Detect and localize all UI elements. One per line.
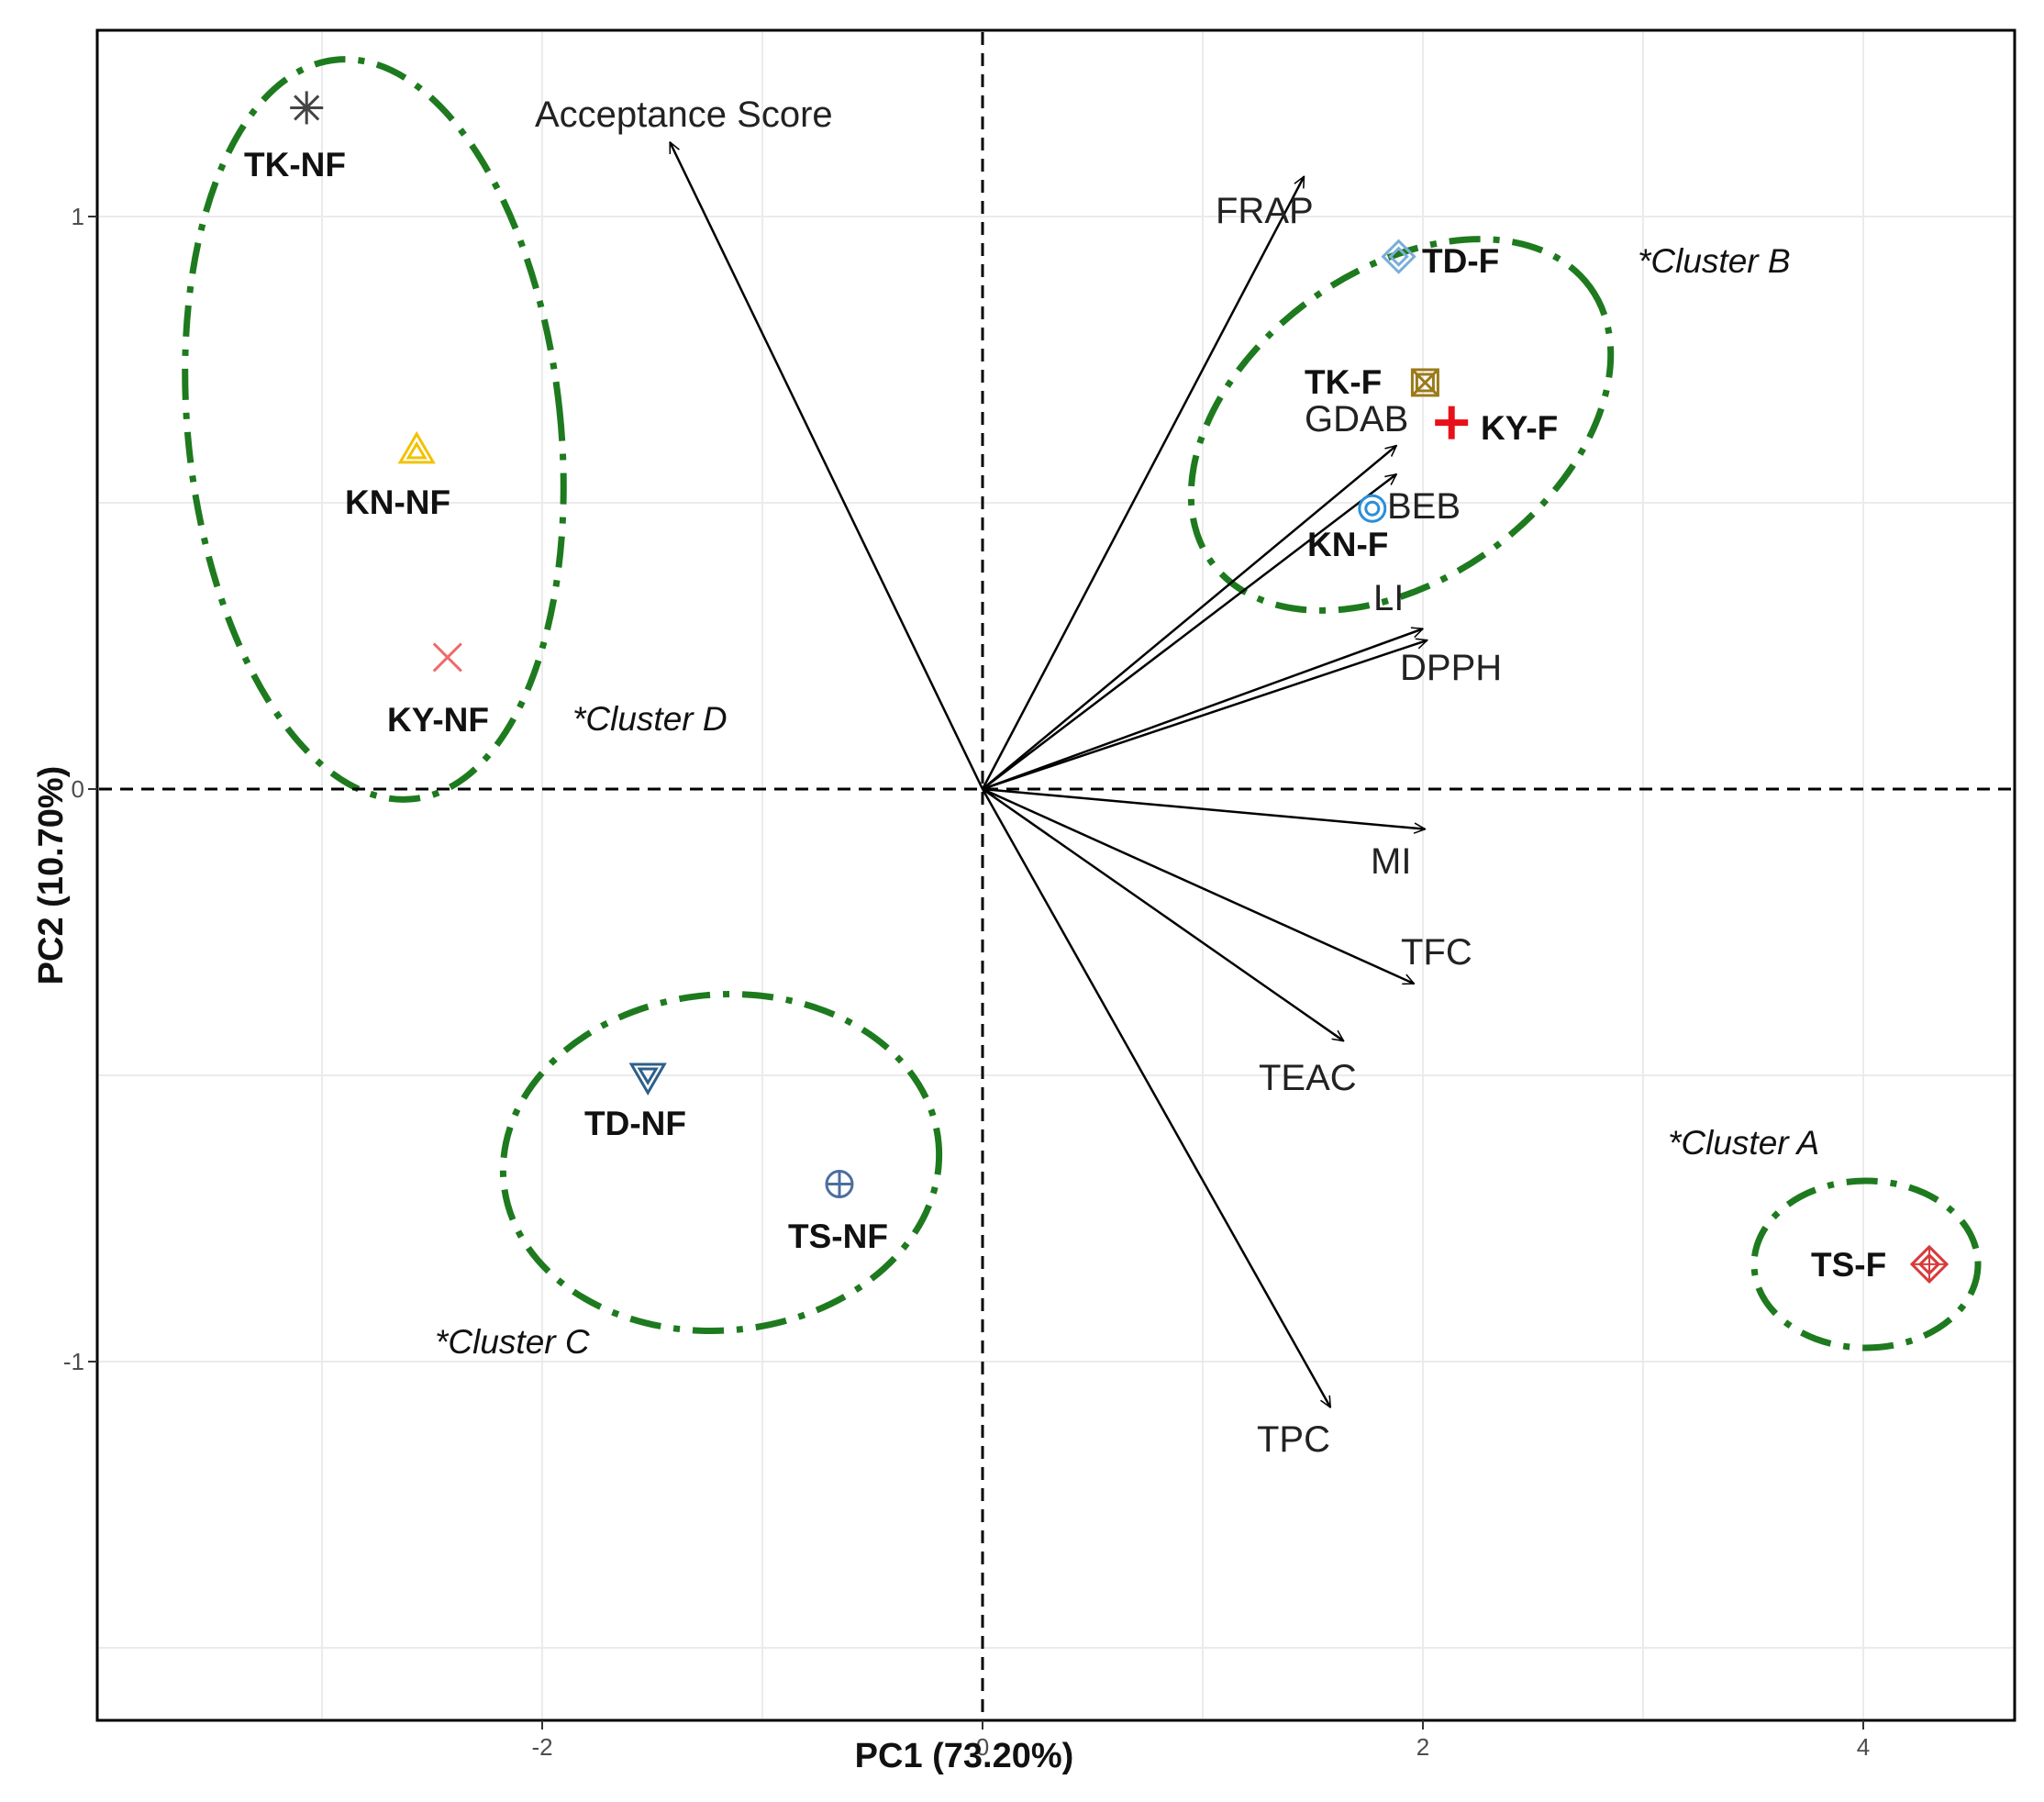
loading-arrow-li bbox=[982, 628, 1423, 791]
x-tick-label: 0 bbox=[976, 1733, 989, 1761]
loading-arrow-dpph bbox=[982, 640, 1427, 791]
sample-label-ts-f: TS-F bbox=[1811, 1246, 1886, 1284]
loading-label-tpc: TPC bbox=[1257, 1419, 1330, 1460]
sample-label-kn-nf: KN-NF bbox=[345, 484, 450, 521]
sample-label-ts-nf: TS-NF bbox=[788, 1218, 888, 1255]
sample-point-td-nf bbox=[628, 1062, 667, 1096]
sample-label-kn-f: KN-F bbox=[1307, 526, 1388, 563]
sample-point-td-f bbox=[1381, 239, 1416, 274]
loading-arrow-mi bbox=[982, 787, 1425, 829]
axis-ticks: -2 0 2 4 -1 0 1 bbox=[63, 203, 1870, 1761]
cluster-ellipse-c bbox=[499, 991, 943, 1334]
cluster-label-c: *Cluster C bbox=[435, 1323, 590, 1361]
y-tick-label: 0 bbox=[72, 775, 84, 803]
x-tick-label: -2 bbox=[531, 1733, 552, 1761]
y-tick-label: -1 bbox=[63, 1348, 84, 1375]
cluster-ellipse-b bbox=[1187, 236, 1615, 614]
sample-point-tk-f bbox=[1410, 368, 1439, 397]
plot-panel bbox=[95, 28, 2016, 1722]
loading-arrow-beb bbox=[982, 474, 1396, 790]
y-axis-title: PC2 (10.70%) bbox=[32, 766, 71, 985]
loading-arrow-gdab bbox=[982, 446, 1396, 790]
loading-label-mi: MI bbox=[1371, 841, 1411, 882]
sample-point-ky-nf bbox=[432, 642, 462, 673]
cluster-ellipses bbox=[182, 56, 1982, 1352]
x-tick-label: 4 bbox=[1857, 1733, 1870, 1761]
loading-arrow-frap bbox=[981, 176, 1305, 790]
sample-label-tk-f: TK-F bbox=[1305, 363, 1382, 401]
sample-label-ky-f: KY-F bbox=[1481, 409, 1558, 447]
labels: Acceptance Score FRAP GDAB BEB LI DPPH MI TFC TE… bbox=[244, 95, 1886, 1460]
sample-label-td-f: TD-F bbox=[1422, 242, 1499, 280]
x-tick-label: 2 bbox=[1416, 1733, 1429, 1761]
loading-arrow-teac bbox=[982, 787, 1344, 1041]
loading-arrow-tfc bbox=[982, 787, 1414, 985]
loading-label-tfc: TFC bbox=[1401, 932, 1472, 973]
sample-label-ky-nf: KY-NF bbox=[387, 701, 489, 739]
sample-label-tk-nf: TK-NF bbox=[244, 146, 346, 184]
loading-label-li: LI bbox=[1373, 578, 1404, 618]
loading-label-dpph: DPPH bbox=[1400, 648, 1502, 688]
x-axis-title: PC1 (73.20%) bbox=[855, 1737, 1074, 1775]
sample-point-tk-nf bbox=[290, 91, 324, 125]
sample-point-ky-f bbox=[1435, 406, 1469, 439]
sample-point-ts-f bbox=[1909, 1244, 1950, 1285]
sample-point-kn-f bbox=[1358, 494, 1387, 523]
sample-label-td-nf: TD-NF bbox=[584, 1105, 686, 1142]
loading-label-gdab: GDAB bbox=[1305, 399, 1408, 439]
y-tick-label: 1 bbox=[72, 203, 84, 230]
reference-lines bbox=[99, 32, 2013, 1719]
cluster-ellipse-a bbox=[1750, 1177, 1982, 1352]
cluster-label-a: *Cluster A bbox=[1668, 1124, 1819, 1162]
cluster-label-b: *Cluster B bbox=[1638, 242, 1791, 280]
loading-label-teac: TEAC bbox=[1259, 1058, 1357, 1098]
loading-label-frap: FRAP bbox=[1216, 191, 1314, 231]
sample-point-ts-nf bbox=[825, 1170, 854, 1199]
loading-arrows bbox=[669, 142, 1427, 1407]
loading-arrow-tpc bbox=[981, 788, 1332, 1407]
cluster-label-d: *Cluster D bbox=[572, 700, 728, 738]
grid-lines bbox=[99, 32, 2013, 1719]
cluster-ellipse-d bbox=[182, 56, 567, 803]
loading-arrow-acceptance-score bbox=[669, 142, 984, 790]
sample-point-kn-nf bbox=[397, 430, 436, 464]
sample-markers bbox=[290, 91, 1950, 1285]
loading-label-acceptance-score: Acceptance Score bbox=[535, 95, 833, 135]
loading-label-beb: BEB bbox=[1387, 486, 1461, 527]
